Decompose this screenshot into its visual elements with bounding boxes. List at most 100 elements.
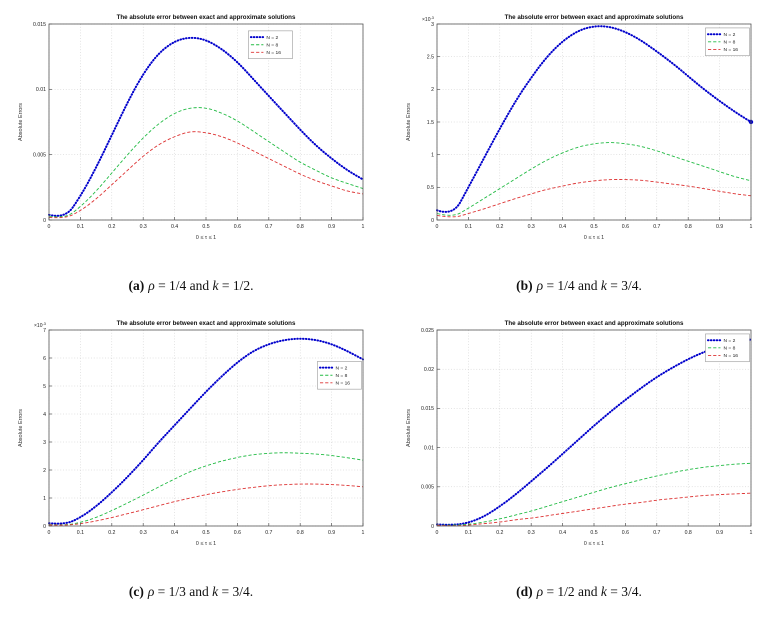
caption-d: (d) ρ = 1/2 and k = 3/4. xyxy=(516,584,642,600)
svg-text:0.9: 0.9 xyxy=(328,224,335,230)
svg-text:N = 16: N = 16 xyxy=(723,47,738,53)
svg-text:0.01: 0.01 xyxy=(36,87,46,93)
caption-rho: ρ xyxy=(147,584,155,599)
caption-rho: ρ xyxy=(148,278,155,293)
svg-text:N = 16: N = 16 xyxy=(266,50,281,56)
svg-text:3: 3 xyxy=(431,22,434,28)
svg-text:0.9: 0.9 xyxy=(716,224,723,230)
svg-text:The absolute error between exa: The absolute error between exact and app… xyxy=(505,320,684,327)
caption-label: (d) xyxy=(516,584,533,599)
svg-text:0.5: 0.5 xyxy=(202,530,209,536)
svg-text:Absolute Errors: Absolute Errors xyxy=(18,409,24,447)
svg-text:1: 1 xyxy=(362,224,365,230)
svg-text:0: 0 xyxy=(431,218,434,224)
svg-text:N = 16: N = 16 xyxy=(723,353,738,359)
svg-text:0.015: 0.015 xyxy=(421,406,434,412)
svg-text:Absolute Errors: Absolute Errors xyxy=(406,409,412,447)
caption-label: (b) xyxy=(516,278,533,293)
caption-label: (a) xyxy=(128,278,145,293)
svg-text:1: 1 xyxy=(431,152,434,158)
svg-text:0.5: 0.5 xyxy=(590,530,597,536)
svg-text:0.6: 0.6 xyxy=(622,224,629,230)
caption-k: k xyxy=(600,278,607,293)
svg-text:0.1: 0.1 xyxy=(77,224,84,230)
caption-k: k xyxy=(212,278,219,293)
subfigure-c: 0 0.1 0.2 0.3 0.4 0.5 0.6 0.7 0.8 0.9 1 0 1 2 3 4 5 6 7 The… xyxy=(6,314,376,619)
svg-text:Absolute Errors: Absolute Errors xyxy=(18,103,24,141)
svg-text:6: 6 xyxy=(43,356,46,362)
svg-text:N = 16: N = 16 xyxy=(335,381,350,387)
svg-text:0.025: 0.025 xyxy=(421,328,434,334)
svg-text:0.02: 0.02 xyxy=(424,367,434,373)
chart-d: 0 0.1 0.2 0.3 0.4 0.5 0.6 0.7 0.8 0.9 1 0 0.005 0.01 0… xyxy=(401,314,757,554)
svg-text:1: 1 xyxy=(43,496,46,502)
svg-text:0.7: 0.7 xyxy=(265,224,272,230)
svg-text:0.4: 0.4 xyxy=(559,224,566,230)
svg-text:4: 4 xyxy=(43,412,46,418)
svg-text:0.6: 0.6 xyxy=(234,224,241,230)
svg-text:0.01: 0.01 xyxy=(424,445,434,451)
svg-text:0.7: 0.7 xyxy=(653,530,660,536)
svg-text:0.3: 0.3 xyxy=(140,530,147,536)
svg-text:N = 8: N = 8 xyxy=(335,373,347,379)
svg-text:0.5: 0.5 xyxy=(590,224,597,230)
caption-eq1: = 1/2 and xyxy=(543,584,601,599)
subfigure-a: 0 0.1 0.2 0.3 0.4 0.5 0.6 0.7 0.8 0.9 1 0 0.005 0.01 0… xyxy=(6,8,376,314)
svg-text:0.8: 0.8 xyxy=(685,224,692,230)
svg-text:0.4: 0.4 xyxy=(559,530,566,536)
svg-text:0 ≤ τ ≤ 1: 0 ≤ τ ≤ 1 xyxy=(196,541,216,547)
svg-text:0.9: 0.9 xyxy=(328,530,335,536)
svg-text:0.6: 0.6 xyxy=(622,530,629,536)
svg-text:0.7: 0.7 xyxy=(265,530,272,536)
caption-rho: ρ xyxy=(536,278,544,293)
svg-text:3: 3 xyxy=(43,440,46,446)
svg-text:0.2: 0.2 xyxy=(496,224,503,230)
svg-text:0.3: 0.3 xyxy=(528,530,535,536)
caption-eq1: = 1/4 and xyxy=(154,278,213,293)
svg-text:0: 0 xyxy=(436,530,439,536)
caption-k: k xyxy=(600,584,607,599)
svg-text:2.5: 2.5 xyxy=(427,54,434,60)
svg-text:×10-3: ×10-3 xyxy=(422,16,434,23)
svg-text:0.3: 0.3 xyxy=(140,224,147,230)
svg-text:1: 1 xyxy=(750,224,753,230)
caption-eq1: = 1/4 and xyxy=(543,278,601,293)
svg-text:N = 8: N = 8 xyxy=(723,40,735,46)
svg-text:0.9: 0.9 xyxy=(716,530,723,536)
svg-text:0.4: 0.4 xyxy=(171,224,178,230)
svg-text:1.5: 1.5 xyxy=(427,120,434,126)
chart-a: 0 0.1 0.2 0.3 0.4 0.5 0.6 0.7 0.8 0.9 1 0 0.005 0.01 0… xyxy=(13,8,369,248)
svg-text:0.1: 0.1 xyxy=(465,224,472,230)
svg-text:5: 5 xyxy=(43,384,46,390)
svg-text:0: 0 xyxy=(48,224,51,230)
svg-text:0: 0 xyxy=(43,524,46,530)
svg-text:0.5: 0.5 xyxy=(427,185,434,191)
svg-text:0: 0 xyxy=(436,224,439,230)
svg-text:0.4: 0.4 xyxy=(171,530,178,536)
svg-text:0.7: 0.7 xyxy=(653,224,660,230)
svg-text:0.8: 0.8 xyxy=(297,530,304,536)
svg-text:The absolute error between exa: The absolute error between exact and app… xyxy=(505,14,684,21)
chart-c: 0 0.1 0.2 0.3 0.4 0.5 0.6 0.7 0.8 0.9 1 0 1 2 3 4 5 6 7 The… xyxy=(13,314,369,554)
svg-text:0.1: 0.1 xyxy=(465,530,472,536)
subfigure-b: 0 0.1 0.2 0.3 0.4 0.5 0.6 0.7 0.8 0.9 1 0 0.5 1 1.5 2 2.… xyxy=(394,8,764,314)
svg-text:0: 0 xyxy=(48,530,51,536)
caption-c: (c) ρ = 1/3 and k = 3/4. xyxy=(129,584,253,600)
caption-eq1: = 1/3 and xyxy=(154,584,213,599)
caption-eq2: = 3/4. xyxy=(218,584,254,599)
svg-text:0.8: 0.8 xyxy=(297,224,304,230)
svg-text:7: 7 xyxy=(43,328,46,334)
svg-text:0.8: 0.8 xyxy=(685,530,692,536)
caption-label: (c) xyxy=(128,584,144,599)
svg-text:Absolute Errors: Absolute Errors xyxy=(406,103,412,141)
svg-text:The absolute error between exa: The absolute error between exact and app… xyxy=(117,14,296,21)
chart-b: 0 0.1 0.2 0.3 0.4 0.5 0.6 0.7 0.8 0.9 1 0 0.5 1 1.5 2 2.… xyxy=(401,8,757,248)
svg-text:2: 2 xyxy=(431,87,434,93)
svg-text:N = 8: N = 8 xyxy=(723,346,735,352)
svg-text:0.015: 0.015 xyxy=(33,22,46,28)
svg-text:N = 2: N = 2 xyxy=(266,35,278,41)
subfigure-d: 0 0.1 0.2 0.3 0.4 0.5 0.6 0.7 0.8 0.9 1 0 0.005 0.01 0… xyxy=(394,314,764,619)
svg-text:0: 0 xyxy=(43,218,46,224)
svg-text:N = 2: N = 2 xyxy=(723,338,735,344)
caption-eq2: = 3/4. xyxy=(606,278,642,293)
